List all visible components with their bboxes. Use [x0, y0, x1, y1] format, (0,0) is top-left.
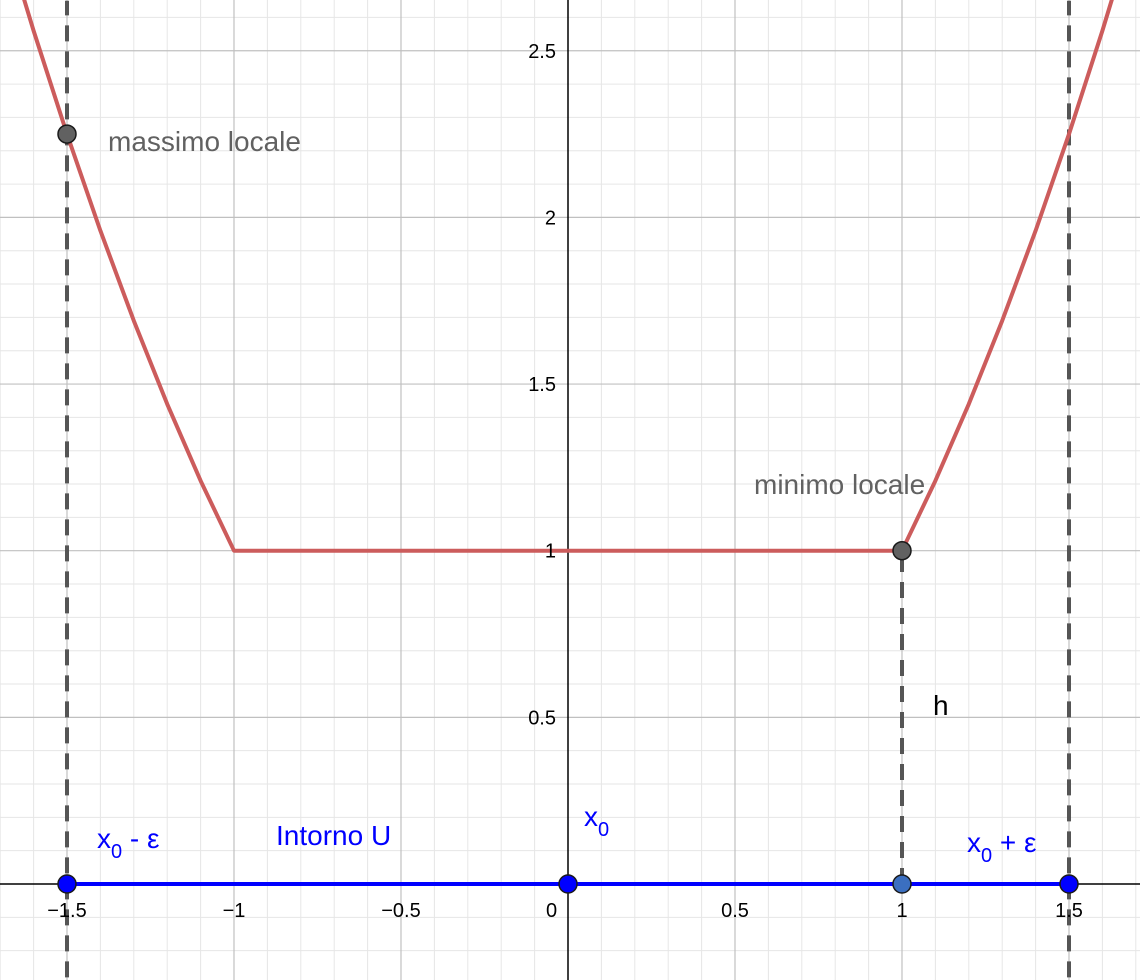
- x0-label: x0: [584, 801, 609, 841]
- massimo-locale-point: [57, 124, 77, 144]
- x-tick-label: 1: [896, 900, 907, 922]
- annotations: massimo locale minimo locale h Intorno U…: [97, 126, 1037, 867]
- x-tick-label: −1.5: [47, 900, 86, 922]
- h-label: h: [933, 690, 949, 721]
- x-tick-label: −1: [223, 900, 246, 922]
- y-tick-label: 1: [545, 541, 556, 563]
- tick-labels: −1.5 −1 −0.5 0 0.5 1 1.5 0.5 1 1.5 2 2.5: [47, 41, 1083, 922]
- massimo-locale-label: massimo locale: [108, 126, 301, 157]
- intorno-label: Intorno U: [276, 820, 391, 851]
- x0-minus-eps-label: x0 - ε: [97, 823, 160, 863]
- minimo-locale-point: [892, 540, 912, 561]
- x-tick-label: 1.5: [1055, 900, 1083, 922]
- x0-plus-eps-point: [1059, 874, 1079, 894]
- x0-plus-eps-x: x: [967, 827, 981, 858]
- x0-minus-eps-sub: 0: [111, 841, 122, 863]
- points-layer: [57, 124, 1079, 894]
- y-tick-label: 2: [545, 207, 556, 229]
- function-curve: [22, 0, 1114, 553]
- x0-minus-eps-rest: - ε: [122, 823, 159, 854]
- x0-sub: 0: [598, 819, 609, 841]
- x0-minus-eps-point: [57, 874, 77, 894]
- y-tick-label: 1.5: [528, 374, 556, 396]
- x0-plus-eps-label: x0 + ε: [967, 827, 1037, 867]
- y-tick-label: 0.5: [528, 707, 556, 729]
- minimo-locale-label: minimo locale: [754, 469, 925, 500]
- curve-layer: [22, 0, 1114, 553]
- x0-x: x: [584, 801, 598, 832]
- x0-minus-eps-x: x: [97, 823, 111, 854]
- x-tick-label: −0.5: [381, 900, 420, 922]
- x-tick-label: 0.5: [721, 900, 749, 922]
- x0-plus-eps-sub: 0: [981, 845, 992, 867]
- dashed-lines: [65, 0, 1071, 978]
- y-tick-label: 2.5: [528, 41, 556, 63]
- x0-plus-eps-rest: + ε: [992, 827, 1036, 858]
- x0-point: [558, 874, 578, 894]
- x-tick-label: 0: [546, 900, 557, 922]
- x1-point: [892, 874, 912, 894]
